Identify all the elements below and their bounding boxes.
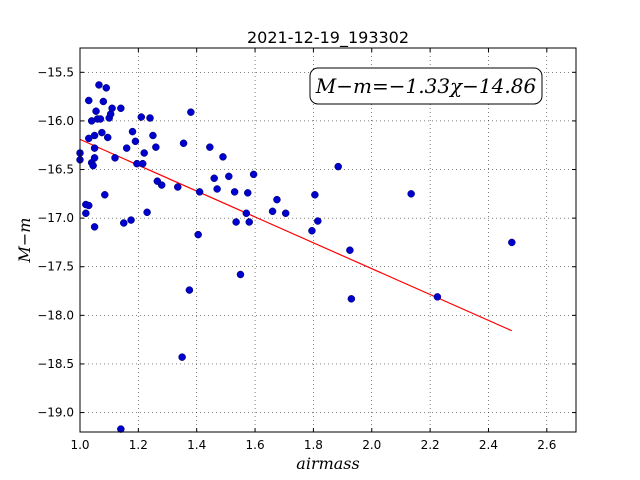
y-tick-label: −16.0 xyxy=(37,114,74,128)
data-point xyxy=(281,209,290,218)
y-tick-label: −18.0 xyxy=(37,308,74,322)
chart-title: 2021-12-19_193302 xyxy=(247,28,409,48)
data-point xyxy=(311,191,319,199)
data-point xyxy=(146,114,154,122)
equation-box: M−m=−1.33χ−14.86 xyxy=(309,67,543,105)
data-point xyxy=(273,195,281,204)
x-tick-label: 1.2 xyxy=(129,438,148,452)
data-point xyxy=(149,131,157,140)
data-point xyxy=(433,293,442,301)
plot-frame xyxy=(79,47,577,433)
data-point xyxy=(111,154,119,162)
data-point xyxy=(102,84,111,92)
axis-ticks: 1.0 1.2 1.4 1.6 1.8 2.0 2.2 2.4 2.6 −15.5 −16.0 −16… xyxy=(37,48,576,452)
data-point xyxy=(120,219,128,227)
data-point xyxy=(244,189,252,197)
x-tick-label: 1.6 xyxy=(246,438,265,452)
data-point xyxy=(128,127,137,136)
data-point xyxy=(140,149,148,157)
data-point xyxy=(90,223,99,231)
data-point xyxy=(99,97,108,106)
data-point xyxy=(213,185,221,193)
y-tick-label: −17.5 xyxy=(37,260,74,274)
data-point xyxy=(92,107,100,115)
data-points xyxy=(76,81,516,433)
data-point xyxy=(117,104,125,113)
data-point xyxy=(178,353,186,361)
data-point xyxy=(89,161,97,170)
data-point xyxy=(407,190,415,198)
data-point xyxy=(90,154,99,162)
data-point xyxy=(347,295,356,303)
y-tick-label: −19.0 xyxy=(37,406,74,420)
data-point xyxy=(152,143,160,151)
y-tick-label: −16.5 xyxy=(37,163,74,177)
data-point xyxy=(173,183,182,191)
data-point xyxy=(194,230,202,239)
y-tick-label: −17.0 xyxy=(37,211,74,225)
data-point xyxy=(185,286,194,294)
grid xyxy=(80,48,576,432)
x-tick-label: 2.4 xyxy=(479,438,498,452)
data-point xyxy=(308,227,316,235)
plot-area: 1.0 1.2 1.4 1.6 1.8 2.0 2.2 2.4 2.6 −15.5 −16.0 −16… xyxy=(37,47,577,452)
data-point xyxy=(210,174,218,183)
equation-text: M−m=−1.33χ−14.86 xyxy=(315,74,537,98)
data-point xyxy=(138,159,147,168)
x-tick-label: 2.2 xyxy=(421,438,440,452)
data-point xyxy=(232,218,240,226)
data-point xyxy=(230,188,239,196)
plot-background xyxy=(80,48,576,432)
data-point xyxy=(236,270,245,279)
data-point xyxy=(179,139,188,148)
data-point xyxy=(101,191,109,199)
data-point xyxy=(187,108,195,116)
data-point xyxy=(131,137,140,146)
data-point xyxy=(117,425,125,433)
data-point xyxy=(206,143,214,151)
data-point xyxy=(85,96,93,105)
y-axis-label: M−m xyxy=(15,218,34,264)
data-point xyxy=(95,81,103,89)
data-point xyxy=(346,246,354,254)
data-point xyxy=(143,208,151,217)
data-point xyxy=(245,218,253,226)
data-point xyxy=(96,115,105,123)
x-tick-label: 2.0 xyxy=(362,438,381,452)
data-point xyxy=(195,188,204,196)
data-point xyxy=(122,144,131,152)
data-point xyxy=(90,144,99,152)
data-point xyxy=(242,209,251,218)
x-axis-label: airmass xyxy=(296,454,359,473)
data-point xyxy=(219,153,227,161)
data-point xyxy=(268,207,277,216)
data-point xyxy=(225,172,233,181)
x-tick-label: 1.4 xyxy=(187,438,206,452)
x-tick-label: 1.8 xyxy=(304,438,323,452)
data-point xyxy=(508,238,516,247)
y-tick-label: −15.5 xyxy=(37,65,74,79)
data-point xyxy=(249,170,258,179)
data-point xyxy=(157,181,166,189)
data-point xyxy=(314,217,322,225)
data-point xyxy=(108,104,116,113)
data-point xyxy=(98,128,106,137)
data-point xyxy=(334,162,342,171)
x-tick-label: 1.0 xyxy=(70,438,89,452)
data-point xyxy=(82,209,90,218)
data-point xyxy=(137,113,146,121)
data-point xyxy=(85,201,93,210)
y-tick-label: −18.5 xyxy=(37,357,74,371)
data-point xyxy=(90,131,99,140)
data-point xyxy=(127,216,135,224)
x-tick-label: 2.6 xyxy=(537,438,556,452)
data-point xyxy=(103,133,112,142)
